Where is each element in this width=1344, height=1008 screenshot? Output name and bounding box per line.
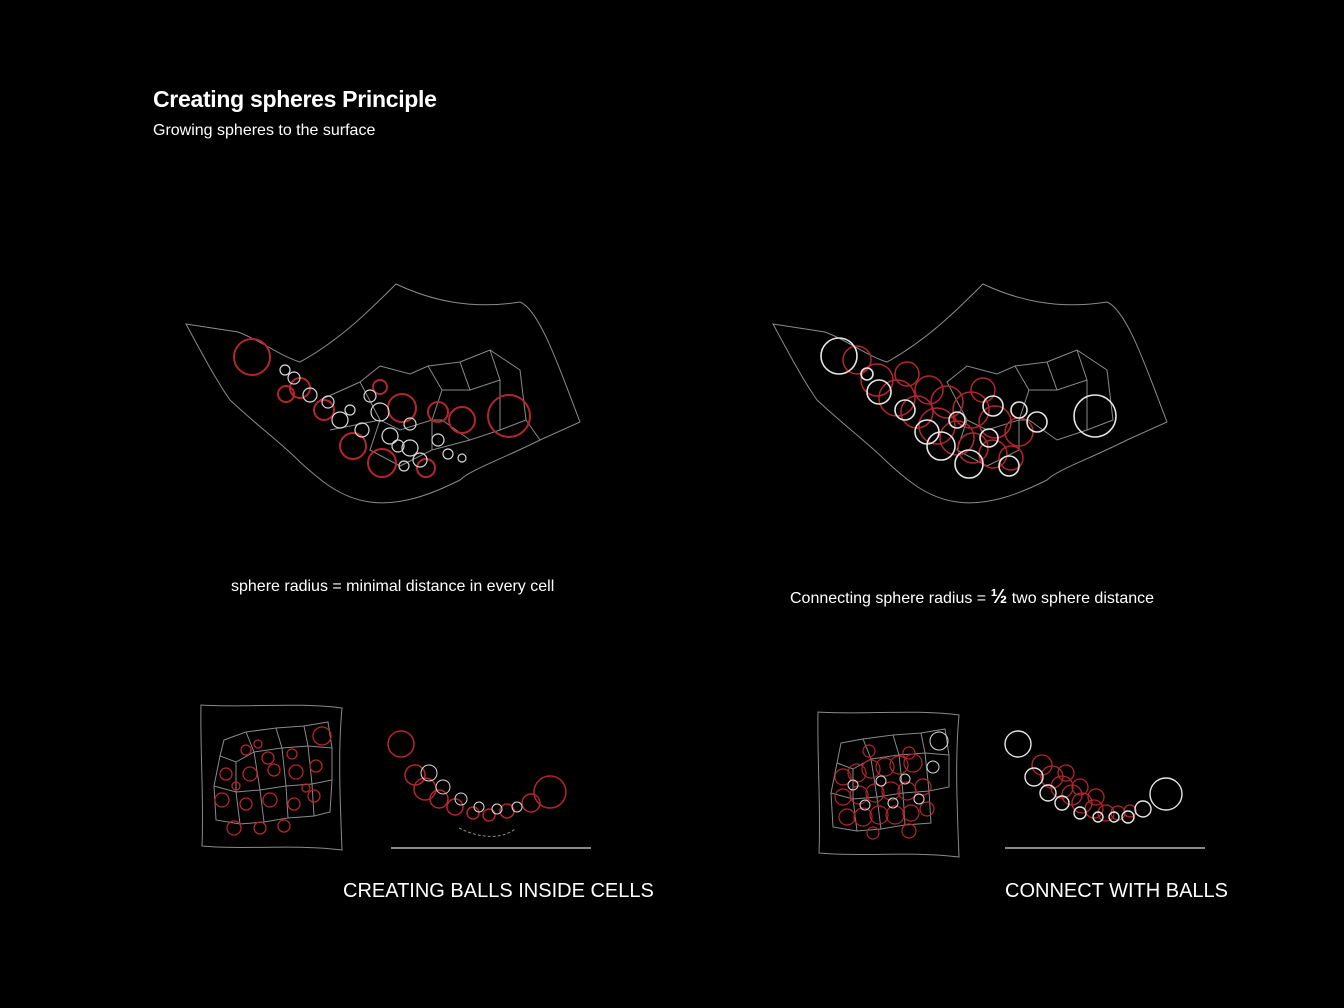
caption-sphere-radius: sphere radius = minimal distance in ever… [231, 578, 555, 595]
section-label-connect-balls: CONNECT WITH BALLS [1005, 880, 1228, 902]
page-subtitle: Growing spheres to the surface [153, 122, 376, 139]
cell-frame [200, 704, 343, 851]
cells-top-view-left [200, 704, 343, 851]
red-balls [1031, 754, 1137, 822]
white-spheres [279, 364, 467, 472]
surface-diagram-right [772, 283, 1168, 504]
cells-top-view-right [817, 711, 960, 858]
caption-half-symbol: ½ [990, 586, 1008, 608]
surface-outline [185, 283, 581, 504]
balls-side-view-right [1004, 730, 1205, 849]
white-balls [1004, 730, 1183, 824]
red-balls [387, 730, 567, 822]
surface-diagram-left [185, 283, 581, 504]
white-spheres [820, 337, 1117, 479]
cell-frame [817, 711, 960, 858]
page-title: Creating spheres Principle [153, 86, 437, 112]
red-balls [214, 726, 332, 836]
white-balls [420, 764, 523, 815]
red-spheres [842, 345, 1034, 471]
caption-connecting-radius: Connecting sphere radius = ½ two sphere … [790, 586, 1154, 609]
balls-side-view-left [387, 730, 591, 849]
section-label-creating-balls: CREATING BALLS INSIDE CELLS [343, 880, 654, 902]
surface-outline [772, 283, 1168, 504]
white-balls [847, 731, 949, 811]
red-balls [834, 744, 935, 840]
caption-suffix: two sphere distance [1007, 590, 1155, 607]
caption-prefix: Connecting sphere radius = [790, 590, 991, 607]
